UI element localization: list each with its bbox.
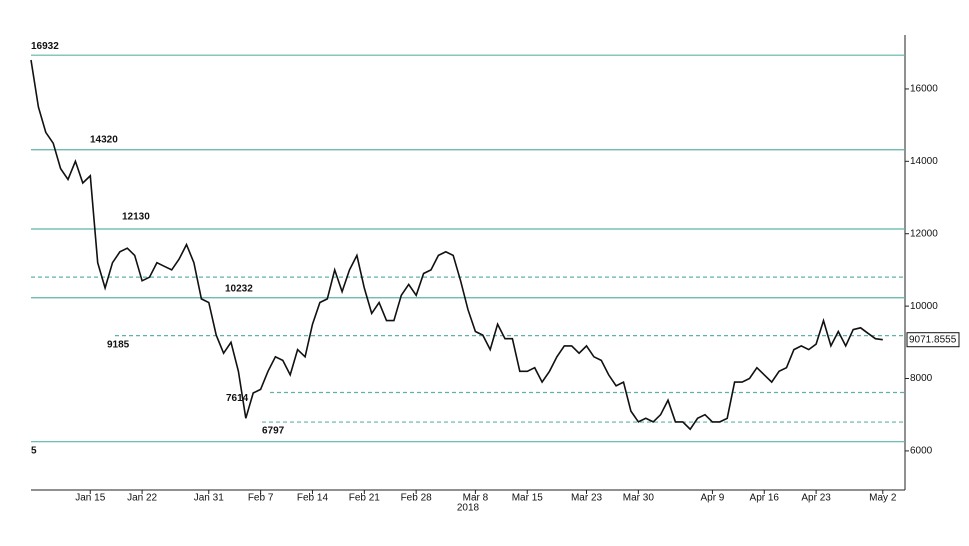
price-line [30, 59, 883, 431]
level-label: 14320 [90, 134, 118, 145]
x-tick-label: Mar 23 [571, 493, 603, 504]
x-tick-label: Apr 16 [750, 493, 780, 504]
x-tick-label: Jan 15 [75, 493, 105, 504]
x-tick-label: Jan 31 [194, 493, 224, 504]
x-tick-label: Mar 8 [463, 493, 489, 504]
x-tick-label: May 2 [869, 493, 897, 504]
y-tick-label: 8000 [910, 373, 933, 384]
level-label: 5 [31, 445, 37, 456]
x-axis-label: 2018 [457, 503, 480, 514]
level-label: 6797 [262, 426, 285, 437]
y-tick-label: 14000 [910, 156, 938, 167]
level-label: 16932 [31, 41, 59, 52]
level-label: 10232 [225, 283, 253, 294]
x-tick-label: Mar 15 [512, 493, 544, 504]
level-label: 9185 [107, 339, 130, 350]
x-tick-label: Mar 30 [623, 493, 655, 504]
x-tick-label: Feb 7 [248, 493, 274, 504]
x-tick-label: Jan 22 [127, 493, 157, 504]
x-tick-label: Feb 14 [297, 493, 329, 504]
x-tick-label: Feb 28 [401, 493, 433, 504]
y-tick-label: 10000 [910, 301, 938, 312]
last-price-box [906, 332, 960, 348]
level-label: 7614 [226, 393, 249, 404]
level-label: 12130 [122, 212, 150, 223]
last-price-label: 9071.8555 [909, 334, 957, 345]
y-tick-label: 16000 [910, 84, 938, 95]
y-tick-label: 12000 [910, 228, 938, 239]
x-tick-label: Feb 21 [349, 493, 381, 504]
x-tick-label: Apr 9 [700, 493, 724, 504]
x-tick-label: Apr 23 [801, 493, 831, 504]
y-tick-label: 6000 [910, 446, 933, 457]
